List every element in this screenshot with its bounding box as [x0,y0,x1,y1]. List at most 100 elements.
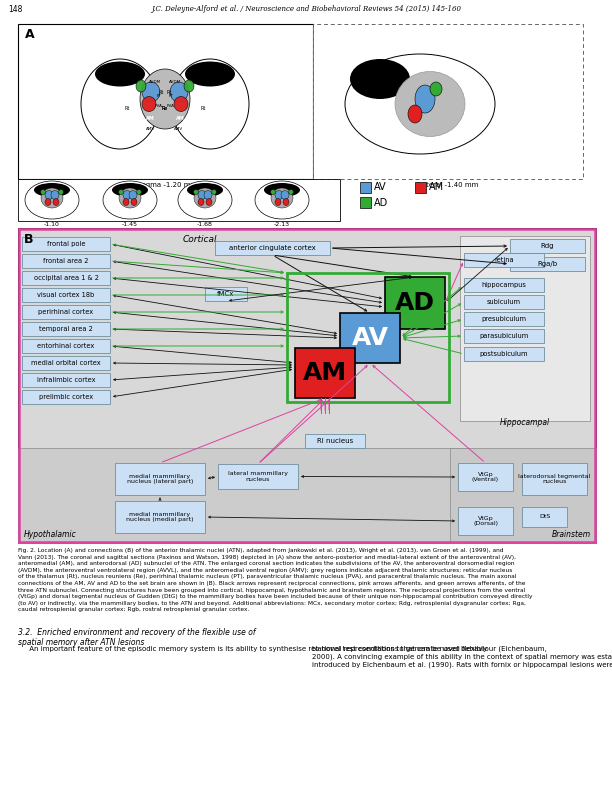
Text: Rdg: Rdg [541,243,554,249]
Text: AM: AM [146,117,154,122]
Bar [287,273,449,402]
Text: Rt: Rt [159,89,163,95]
Text: VtGp
(Ventral): VtGp (Ventral) [472,472,499,483]
Text: AV: AV [351,326,389,350]
Bar [458,463,513,491]
Bar [522,463,587,495]
Text: subiculum: subiculum [487,299,521,305]
Ellipse shape [283,199,289,205]
Ellipse shape [95,62,145,87]
Text: AD: AD [374,198,388,208]
Bar [18,448,468,543]
Bar [218,464,298,489]
Ellipse shape [408,105,422,123]
Ellipse shape [123,191,131,200]
Text: PVA: PVA [155,104,163,108]
Bar [305,434,365,448]
Ellipse shape [430,82,442,96]
Text: to novel test conditions to generate novel behaviour (Eichenbaum,
2000). A convi: to novel test conditions to generate nov… [312,646,612,667]
Text: 148: 148 [8,5,23,14]
Ellipse shape [171,59,249,149]
Text: Re: Re [162,106,168,111]
Text: retina: retina [494,257,514,263]
Text: AVDM: AVDM [149,80,161,84]
Ellipse shape [193,190,198,195]
Ellipse shape [136,190,141,195]
Ellipse shape [129,191,137,200]
Ellipse shape [34,183,70,197]
Ellipse shape [53,199,59,205]
Text: -2.13: -2.13 [274,222,290,227]
Text: occipital area 1 & 2: occipital area 1 & 2 [34,275,99,281]
Text: Rga/b: Rga/b [537,261,558,267]
Bar [22,356,110,370]
Text: medial mammillary
nucleus (medial part): medial mammillary nucleus (medial part) [126,512,194,522]
Text: Fig. 2. Location (A) and connections (B) of the anterior thalamic nuclei (ATN), : Fig. 2. Location (A) and connections (B)… [18,548,532,612]
Ellipse shape [178,181,232,219]
Text: PT: PT [168,94,173,98]
Bar [205,287,247,301]
Bar [215,241,330,255]
Bar [22,288,110,302]
Ellipse shape [119,190,124,195]
Bar [18,228,596,543]
Text: J.C. Deleyne-Alford et al. / Neuroscience and Biobehavioral Reviews 54 (2015) 14: J.C. Deleyne-Alford et al. / Neuroscienc… [151,5,461,13]
Ellipse shape [350,59,410,99]
Ellipse shape [45,199,51,205]
Ellipse shape [123,199,129,205]
Ellipse shape [170,82,188,102]
Ellipse shape [140,69,190,129]
Text: perirhinal cortex: perirhinal cortex [39,309,94,315]
Ellipse shape [212,190,217,195]
Text: AMV: AMV [146,127,155,131]
Text: entorhinal cortex: entorhinal cortex [37,343,95,349]
Text: visual cortex 18b: visual cortex 18b [37,292,95,298]
Text: fMCx: fMCx [217,291,234,297]
Ellipse shape [25,181,79,219]
Ellipse shape [59,190,64,195]
Text: hippocampus: hippocampus [482,282,526,288]
Bar [464,312,544,326]
Text: -1.10: -1.10 [44,222,60,227]
Ellipse shape [255,181,309,219]
Ellipse shape [264,183,300,197]
Ellipse shape [345,54,495,154]
Bar [313,24,583,179]
Ellipse shape [40,190,45,195]
Bar [458,507,513,535]
Bar [18,179,340,221]
Text: Cortical: Cortical [183,235,217,244]
Bar [22,322,110,336]
Text: Re: Re [162,106,168,111]
Bar [115,463,205,495]
Text: AVDM: AVDM [109,74,121,78]
Text: AD: AD [395,291,435,315]
Ellipse shape [275,191,283,200]
Text: lateral mammillary
nucleus: lateral mammillary nucleus [228,471,288,482]
Bar [22,339,110,353]
Bar [464,329,544,343]
Text: An important feature of the episodic memory system is its ability to synthesise : An important feature of the episodic mem… [18,646,487,652]
Bar [22,254,110,268]
Bar [22,237,110,251]
Bar [360,182,371,193]
Ellipse shape [103,181,157,219]
Ellipse shape [119,188,141,208]
Text: medial mammillary
nucleus (lateral part): medial mammillary nucleus (lateral part) [127,474,193,484]
Bar [385,277,445,329]
Ellipse shape [206,199,212,205]
Ellipse shape [415,85,435,113]
Bar [360,197,371,208]
Text: infralimbic cortex: infralimbic cortex [37,377,95,383]
Bar [464,347,544,361]
Ellipse shape [288,190,294,195]
Text: RI nucleus: RI nucleus [317,438,353,444]
Bar [22,271,110,285]
Text: frontal pole: frontal pole [47,241,85,247]
Ellipse shape [184,80,194,92]
Text: B: B [24,233,34,246]
Ellipse shape [142,97,156,111]
Text: postsubiculum: postsubiculum [480,351,528,357]
Text: medial orbital cortex: medial orbital cortex [31,360,101,366]
Bar [510,239,585,253]
